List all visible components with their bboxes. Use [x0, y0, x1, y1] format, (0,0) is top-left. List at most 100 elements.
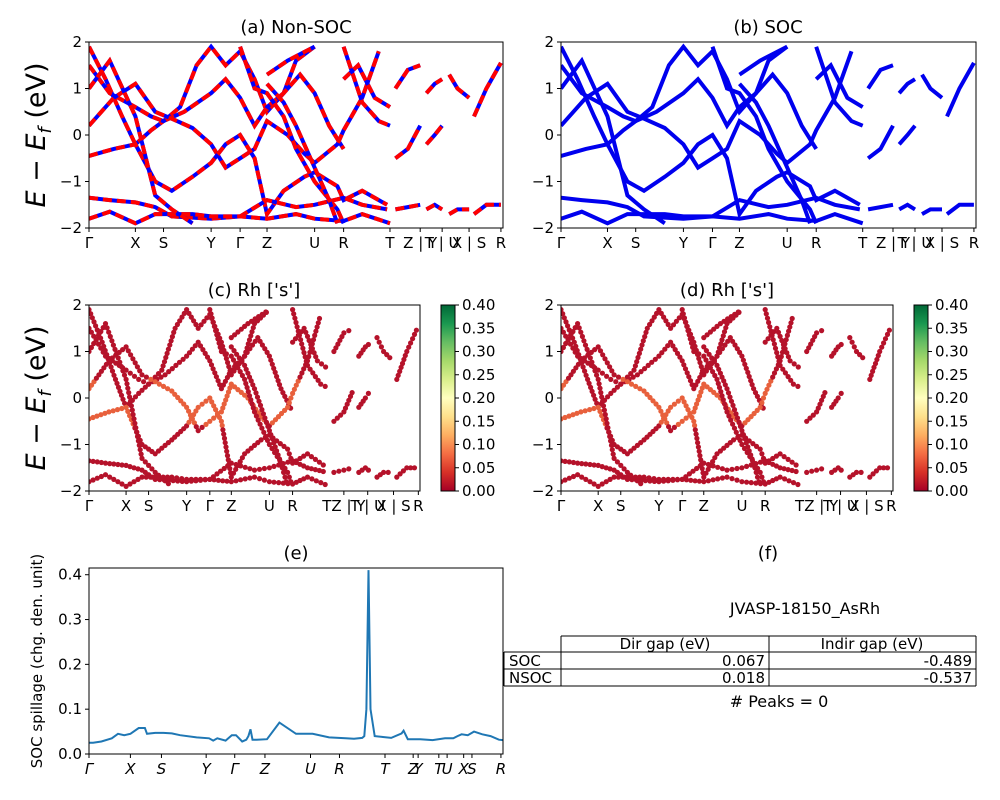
projection-point: [751, 460, 757, 466]
projection-point: [136, 390, 142, 396]
projection-point: [745, 444, 751, 450]
projection-point: [867, 376, 873, 382]
band-line-red: [448, 207, 470, 216]
band-line-red: [89, 56, 194, 225]
panel-c-xtick-label: Γ: [85, 497, 94, 515]
projection-point: [685, 407, 691, 413]
panel-d-xtick-label: TZ | Y: [794, 497, 839, 515]
projection-point: [782, 476, 788, 482]
projection-point: [278, 386, 284, 392]
band-line: [897, 77, 917, 95]
projection-point: [123, 376, 129, 382]
projection-point: [604, 420, 610, 426]
projection-point: [589, 388, 595, 394]
projection-point: [589, 359, 595, 365]
projection-point: [766, 319, 772, 326]
projection-point: [874, 356, 880, 363]
projection-point: [223, 397, 229, 403]
projection-point: [692, 405, 698, 411]
projection-point: [410, 336, 416, 342]
projection-point: [224, 453, 231, 459]
projection-point: [680, 311, 686, 317]
projection-point: [591, 462, 597, 468]
projection-point: [698, 389, 704, 395]
panel-e-frame: [88, 567, 504, 755]
projection-point: [298, 337, 304, 343]
projection-point: [131, 416, 137, 422]
projection-point: [815, 405, 821, 411]
projection-point: [365, 467, 371, 473]
projection-point: [724, 474, 730, 480]
table-cell-soc-dir: 0.067: [722, 652, 765, 670]
projection-point: [242, 476, 248, 482]
projection-point: [142, 459, 148, 465]
projection-point: [595, 344, 601, 350]
projection-point: [760, 479, 767, 485]
projection-point: [578, 329, 584, 335]
projection-point: [218, 348, 224, 355]
projection-point: [125, 385, 131, 391]
projection-point: [791, 361, 797, 367]
projection-point: [186, 419, 192, 425]
projection-point: [742, 436, 748, 442]
projection-point: [307, 349, 313, 355]
projection-point: [406, 344, 412, 350]
projection-point: [795, 481, 801, 488]
projection-point: [754, 474, 761, 480]
projection-point: [117, 359, 123, 365]
projection-point: [764, 386, 770, 392]
projection-point: [238, 463, 244, 469]
projection-point: [174, 475, 180, 481]
projection-point: [838, 467, 844, 473]
panel-e-xtick-label: T: [380, 760, 391, 778]
panel-d-xtick-label: Γ: [678, 497, 687, 515]
projection-point: [696, 478, 703, 484]
panel-d-xtick-label: R: [886, 497, 896, 515]
projection-point: [733, 411, 739, 417]
projection-point: [683, 415, 689, 421]
colorbar-tick-label: 0.35: [935, 319, 968, 337]
projection-point: [119, 405, 125, 412]
projection-point: [228, 479, 234, 485]
colorbar-tick-label: 0.00: [462, 482, 495, 500]
projection-point: [744, 463, 750, 469]
projection-point: [135, 466, 141, 472]
projection-point: [266, 441, 272, 448]
projection-point: [597, 348, 604, 354]
projection-point: [308, 341, 314, 348]
projection-point: [757, 404, 763, 410]
projection-point: [271, 440, 277, 446]
projection-point: [687, 378, 694, 384]
projection-point: [574, 410, 580, 416]
projection-point: [719, 393, 725, 399]
projection-point: [323, 364, 329, 370]
panel-a-xtick-label: T | U: [424, 234, 460, 252]
projection-point: [779, 337, 785, 344]
projection-point: [186, 350, 193, 356]
projection-point: [788, 320, 794, 326]
projection-point: [875, 352, 881, 359]
projection-point: [605, 394, 611, 400]
projection-point: [592, 347, 598, 353]
colorbar-tick-label: 0.10: [935, 436, 968, 454]
projection-point: [306, 337, 312, 344]
panel-b-xtick-label: U: [782, 234, 793, 252]
projection-point: [238, 477, 244, 483]
projection-point: [706, 351, 712, 357]
projection-point: [772, 345, 779, 351]
panel-c-ytick-label: −1: [60, 436, 82, 454]
projection-point: [734, 477, 740, 483]
projection-point: [696, 393, 703, 399]
projection-point: [115, 479, 121, 485]
projection-point: [90, 414, 96, 421]
projection-point: [851, 344, 857, 350]
panel-e-title: (e): [283, 543, 308, 564]
projection-point: [320, 468, 326, 475]
projection-point: [217, 344, 223, 350]
projection-point: [98, 345, 104, 351]
projection-point: [248, 397, 254, 403]
panel-c-xtick-label: TZ | Y: [321, 497, 366, 515]
panel-b-xtick-label: Z | Y: [876, 234, 911, 252]
projection-point: [720, 397, 726, 403]
